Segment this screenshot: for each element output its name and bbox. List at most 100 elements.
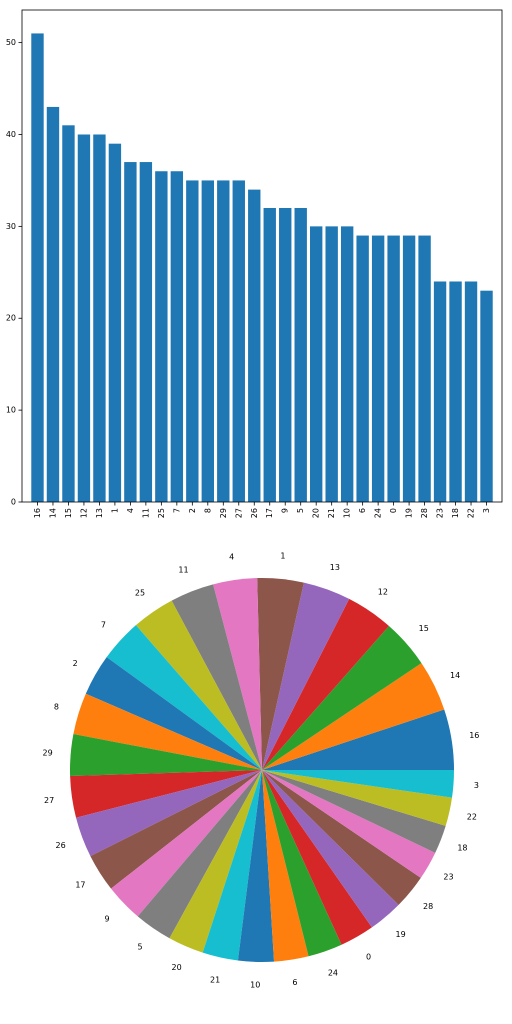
pie-slice	[171, 584, 262, 770]
pie-label: 3	[474, 781, 479, 790]
pie-label: 15	[419, 624, 429, 633]
pie-label: 18	[457, 843, 467, 852]
axes-frame	[21, 9, 503, 503]
pie-slice	[257, 577, 304, 770]
pie-slice	[262, 770, 372, 945]
pie-slice	[262, 663, 445, 770]
pie-label: 6	[292, 978, 297, 987]
bar	[480, 290, 493, 502]
bar	[263, 207, 276, 503]
pie-label: 25	[135, 588, 145, 597]
pie-label: 11	[178, 565, 188, 574]
pie-label: 10	[250, 980, 260, 989]
x-tick-label: 7	[172, 508, 181, 513]
x-tick-label: 12	[79, 508, 88, 518]
pie-label: 8	[54, 702, 59, 711]
pie-slice	[76, 770, 262, 857]
bar	[371, 235, 385, 502]
bar	[464, 281, 478, 502]
pie-label: 0	[366, 952, 371, 961]
bar	[31, 33, 44, 503]
bar	[294, 207, 307, 503]
x-tick-label: 17	[265, 508, 274, 518]
pie-label: 1	[280, 551, 285, 560]
pie-slice	[262, 770, 309, 962]
bar	[340, 226, 354, 502]
pie-slice	[111, 770, 262, 917]
bar	[310, 226, 323, 502]
bar	[139, 162, 153, 502]
pie-label: 9	[105, 915, 110, 924]
bar	[433, 281, 447, 502]
x-tick-label: 11	[141, 508, 150, 518]
x-tick-label: 10	[343, 508, 352, 518]
x-tick-label: 21	[327, 508, 336, 518]
x-tick-label: 29	[219, 508, 228, 518]
bar	[155, 171, 168, 502]
x-tick-label: 19	[405, 508, 414, 518]
bar	[93, 134, 106, 503]
x-tick-label: 16	[33, 508, 42, 518]
pie-label: 2	[73, 659, 78, 668]
x-tick-label: 18	[451, 508, 460, 518]
x-tick-label: 4	[126, 508, 135, 513]
bar	[77, 134, 91, 503]
bar	[356, 235, 369, 502]
x-tick-label: 23	[436, 508, 445, 518]
bar	[62, 125, 75, 502]
y-tick-label: 30	[6, 222, 16, 231]
x-tick-label: 2	[188, 508, 197, 513]
x-tick-label: 9	[281, 508, 290, 513]
bar	[387, 235, 400, 502]
x-tick-label: 24	[374, 508, 383, 518]
pie-slice	[69, 734, 262, 777]
x-tick-label: 14	[48, 508, 57, 518]
pie-label: 23	[443, 873, 453, 882]
x-tick-label: 8	[203, 508, 212, 513]
x-tick-label: 28	[420, 508, 429, 518]
pie-slice	[106, 625, 263, 770]
pie-label: 5	[137, 943, 142, 952]
pie-slice	[213, 578, 262, 770]
pie-label: 24	[328, 969, 338, 978]
pie-slice	[262, 770, 454, 798]
x-tick-label: 6	[358, 508, 367, 513]
x-tick-label: 1	[110, 508, 119, 513]
bar	[279, 207, 292, 503]
pie-label: 26	[56, 841, 66, 850]
x-tick-label: 25	[157, 508, 166, 518]
pie-slice	[262, 598, 389, 770]
pie-slice	[137, 770, 262, 939]
pie-label: 20	[172, 963, 182, 972]
pie-label: 14	[450, 671, 460, 680]
bar	[418, 235, 431, 502]
y-tick-label: 10	[6, 406, 16, 415]
bar	[201, 180, 214, 502]
x-tick-label: 3	[482, 508, 491, 513]
pie-slice	[262, 709, 454, 770]
bar	[124, 162, 137, 502]
bar	[232, 180, 245, 502]
pie-slice	[262, 582, 350, 770]
bar	[248, 189, 261, 502]
pie-slice	[135, 600, 262, 770]
x-tick-label: 22	[467, 508, 476, 518]
pie-slice	[85, 657, 263, 770]
pie-label: 28	[423, 902, 433, 911]
pie-label: 17	[75, 881, 85, 890]
x-tick-label: 27	[234, 508, 243, 518]
pie-label: 22	[467, 812, 477, 821]
x-tick-label: 5	[296, 508, 305, 513]
pie-slice	[262, 770, 421, 905]
x-tick-label: 13	[95, 508, 104, 518]
pie-label: 27	[44, 796, 54, 805]
x-tick-label: 0	[389, 508, 398, 513]
pie-label: 16	[469, 731, 479, 740]
pie-slice	[169, 770, 262, 953]
pie-slice	[262, 770, 342, 957]
x-tick-label: 15	[64, 508, 73, 518]
pie-slice	[262, 625, 422, 770]
pie-slice	[262, 770, 452, 826]
